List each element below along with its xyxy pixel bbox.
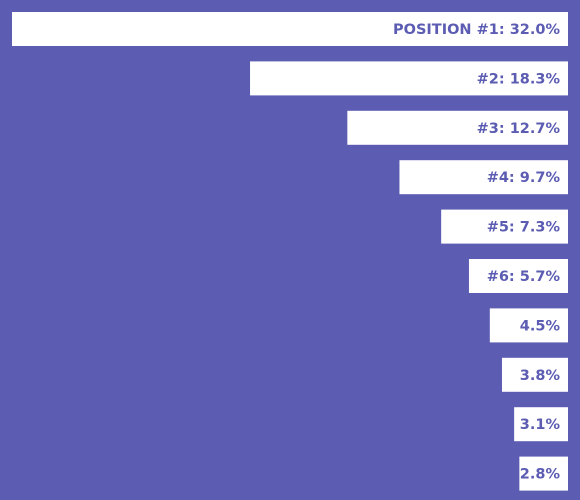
bar [468,259,568,293]
bar [441,209,568,244]
bar [514,407,568,442]
value-label: #4: 9.7% [487,170,561,186]
value-label: 3.8% [520,368,561,384]
value-label: #5: 7.3% [487,220,561,236]
bar [347,110,568,145]
value-label: #2: 18.3% [477,71,561,87]
bar [250,61,568,96]
bar [489,308,568,343]
value-label: #3: 12.7% [477,121,561,137]
bar [519,456,568,491]
value-label: 2.8% [520,467,561,483]
value-label: #6: 5.7% [487,269,561,285]
value-label: 3.1% [520,417,561,433]
bar [501,357,568,392]
bar [399,160,568,195]
bar [12,12,568,46]
value-label: POSITION #1: 32.0% [393,22,560,38]
value-label: 4.5% [520,318,561,334]
